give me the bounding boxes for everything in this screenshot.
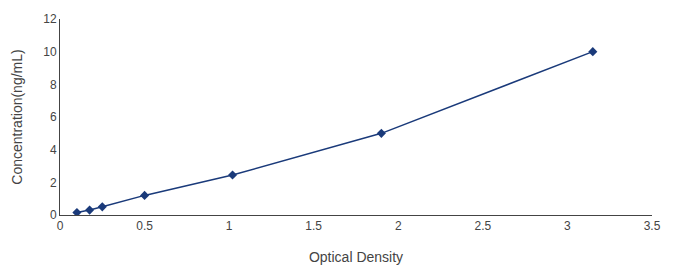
svg-text:3.5: 3.5: [644, 219, 661, 233]
svg-text:2.5: 2.5: [475, 219, 492, 233]
svg-text:2: 2: [395, 219, 402, 233]
svg-text:1.5: 1.5: [305, 219, 322, 233]
svg-text:6: 6: [50, 110, 57, 124]
svg-text:0: 0: [57, 219, 64, 233]
svg-text:12: 12: [43, 12, 57, 26]
svg-text:4: 4: [50, 143, 57, 157]
svg-text:1: 1: [226, 219, 233, 233]
svg-text:3: 3: [564, 219, 571, 233]
svg-text:2: 2: [50, 176, 57, 190]
svg-text:Optical Density: Optical Density: [309, 249, 403, 265]
svg-text:0: 0: [50, 208, 57, 222]
svg-text:10: 10: [43, 45, 57, 59]
svg-text:Concentration(ng/mL): Concentration(ng/mL): [9, 49, 25, 184]
svg-text:8: 8: [50, 78, 57, 92]
svg-text:0.5: 0.5: [136, 219, 153, 233]
